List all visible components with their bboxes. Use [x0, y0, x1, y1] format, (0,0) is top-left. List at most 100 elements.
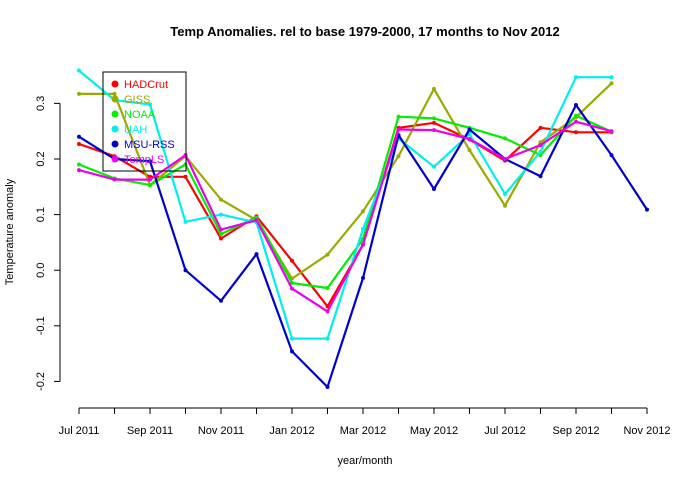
data-point-giss — [503, 203, 507, 208]
legend-marker — [111, 110, 119, 118]
series-line-hadcrut — [78, 121, 612, 308]
x-tick-label: Jul 2011 — [59, 425, 100, 437]
data-point-msu-rss — [645, 207, 649, 212]
data-point-msu-rss — [148, 159, 152, 164]
data-point-templs — [77, 168, 81, 173]
data-point-uah — [148, 102, 152, 107]
y-tick-label: 0.1 — [35, 207, 47, 222]
x-tick-label: Jan 2012 — [269, 425, 314, 437]
data-point-msu-rss — [254, 252, 259, 257]
data-point-templs — [503, 156, 507, 161]
chart-title: Temp Anomalies. rel to base 1979-2000, 1… — [170, 24, 559, 39]
data-point-uah — [77, 68, 81, 73]
data-point-noaa — [325, 286, 330, 291]
data-point-noaa — [503, 136, 507, 141]
series-line-noaa — [78, 114, 612, 290]
y-tick-label: -0.1 — [35, 316, 47, 335]
data-point-giss — [361, 209, 365, 214]
series-line-uah — [78, 69, 612, 340]
data-point-templs — [290, 286, 294, 291]
axes: Jul 2011 Sep 2011 Nov 2011 Jan 2012 Mar 2012… — [35, 96, 671, 437]
legend-marker — [111, 155, 119, 163]
data-point-uah — [183, 219, 188, 224]
data-point-noaa — [219, 232, 223, 237]
data-point-giss — [396, 154, 401, 159]
data-point-noaa — [148, 183, 152, 188]
data-point-msu-rss — [290, 349, 294, 354]
x-axis-label: year/month — [337, 455, 392, 467]
data-point-hadcrut — [290, 258, 294, 263]
legend-label: MSU-RSS — [124, 139, 175, 151]
data-point-uah — [219, 212, 223, 217]
data-point-msu-rss — [432, 187, 436, 192]
y-tick-label: 0.0 — [35, 263, 47, 278]
data-point-hadcrut — [183, 174, 188, 179]
data-point-templs — [467, 136, 472, 141]
data-point-uah — [361, 227, 365, 232]
y-tick-label: 0.2 — [35, 151, 47, 166]
data-point-templs — [148, 177, 152, 182]
data-point-templs — [254, 218, 259, 223]
data-point-templs — [538, 143, 543, 148]
legend-label: TempLS — [124, 154, 164, 166]
data-point-templs — [325, 309, 330, 314]
y-axis-label: Temperature anomaly — [4, 178, 16, 285]
data-point-hadcrut — [574, 130, 578, 135]
data-point-msu-rss — [183, 268, 188, 273]
data-point-giss — [432, 86, 436, 91]
legend-marker — [111, 125, 119, 133]
data-point-uah — [538, 149, 543, 154]
data-point-noaa — [396, 114, 401, 119]
x-tick-label: Sep 2011 — [127, 425, 173, 437]
plot-area — [77, 68, 649, 389]
data-point-giss — [467, 148, 472, 153]
data-point-uah — [432, 164, 436, 169]
x-tick-label: Mar 2012 — [340, 425, 386, 437]
legend-label: HADCrut — [124, 79, 168, 91]
data-point-noaa — [574, 113, 578, 118]
data-point-uah — [290, 336, 294, 341]
data-point-msu-rss — [361, 275, 365, 280]
data-point-msu-rss — [538, 174, 543, 179]
data-point-giss — [219, 197, 223, 202]
data-point-templs — [219, 227, 223, 232]
x-tick-label: Nov 2011 — [198, 425, 244, 437]
data-point-templs — [361, 242, 365, 247]
data-point-hadcrut — [77, 141, 81, 146]
legend-label: UAH — [124, 124, 147, 136]
data-point-templs — [609, 129, 614, 134]
legend-marker — [111, 140, 119, 148]
data-point-noaa — [432, 116, 436, 121]
data-point-hadcrut — [538, 125, 543, 130]
data-point-hadcrut — [432, 120, 436, 125]
y-tick-label: 0.3 — [35, 96, 47, 111]
data-point-msu-rss — [574, 103, 578, 108]
legend-marker — [111, 80, 119, 88]
data-point-uah — [574, 75, 578, 80]
data-point-templs — [396, 127, 401, 132]
x-tick-label: Nov 2012 — [623, 425, 670, 437]
data-point-giss — [112, 91, 117, 96]
data-point-uah — [609, 75, 614, 80]
legend-box — [102, 71, 187, 172]
x-tick-label: Jul 2012 — [484, 425, 526, 437]
legend-label: GISS — [124, 94, 150, 106]
data-point-templs — [112, 177, 117, 182]
data-point-noaa — [254, 215, 259, 220]
data-point-hadcrut — [219, 236, 223, 241]
y-tick-label: -0.2 — [35, 372, 47, 391]
legend: HADCrut GISS NOAA UAH MSU-RSS TempLS — [102, 71, 187, 172]
data-point-templs — [432, 128, 436, 133]
data-point-uah — [325, 336, 330, 341]
data-point-msu-rss — [467, 127, 472, 132]
x-tick-label: May 2012 — [410, 425, 458, 437]
data-point-uah — [503, 192, 507, 197]
x-tick-label: Sep 2012 — [552, 425, 599, 437]
data-point-msu-rss — [219, 298, 223, 303]
data-point-templs — [574, 119, 578, 124]
data-point-msu-rss — [325, 385, 330, 389]
legend-marker — [111, 95, 119, 103]
data-point-msu-rss — [77, 134, 81, 139]
data-point-noaa — [77, 162, 81, 167]
